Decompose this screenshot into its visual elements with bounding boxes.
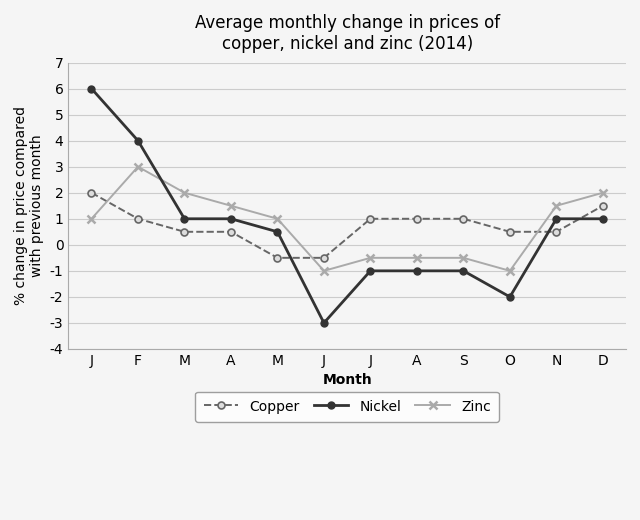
Y-axis label: % change in price compared
with previous month: % change in price compared with previous… [14, 106, 44, 305]
X-axis label: Month: Month [323, 373, 372, 387]
Title: Average monthly change in prices of
copper, nickel and zinc (2014): Average monthly change in prices of copp… [195, 14, 500, 53]
Legend: Copper, Nickel, Zinc: Copper, Nickel, Zinc [195, 392, 499, 422]
